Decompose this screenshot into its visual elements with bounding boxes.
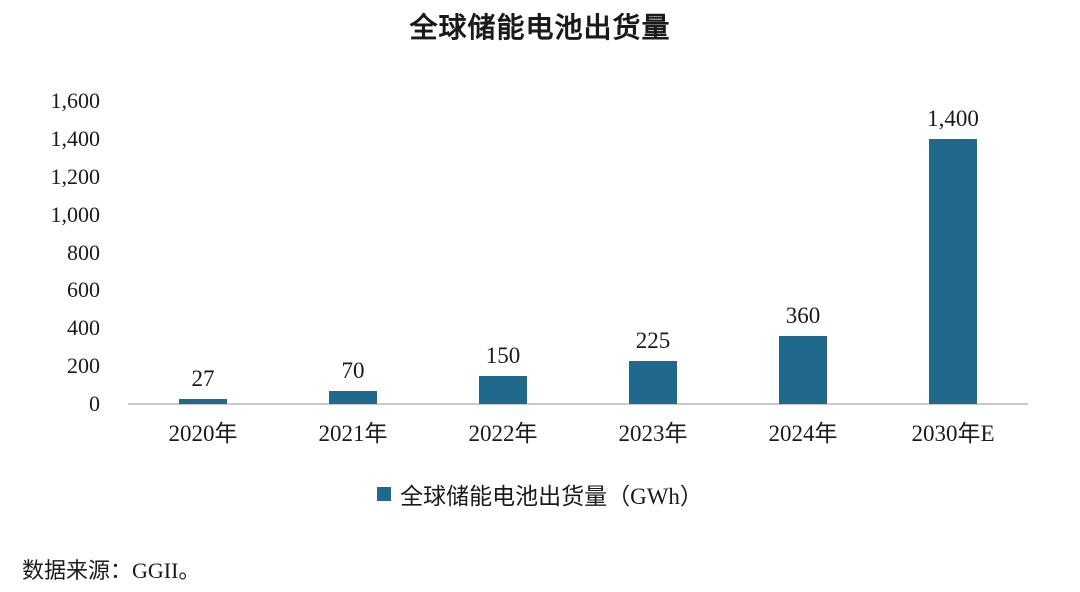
y-tick-label: 1,000 — [50, 201, 101, 227]
x-tick-label: 2023年 — [618, 421, 688, 446]
legend-label: 全球储能电池出货量（GWh） — [400, 484, 703, 509]
bar — [329, 390, 377, 404]
source-note: 数据来源：GGII。 — [22, 558, 201, 583]
bar — [929, 138, 977, 404]
bar-value-label: 360 — [785, 302, 821, 328]
y-tick-label: 200 — [67, 353, 100, 379]
bar-value-label: 150 — [485, 342, 521, 368]
x-tick-label: 2022年 — [468, 421, 538, 446]
y-tick-label: 800 — [67, 239, 100, 265]
legend: 全球储能电池出货量（GWh） — [0, 477, 1080, 511]
bar-value-label: 1,400 — [927, 105, 979, 131]
y-tick-label: 600 — [67, 277, 100, 303]
bar — [779, 335, 827, 404]
x-axis-line — [128, 403, 1028, 405]
bar-value-label: 27 — [191, 365, 215, 391]
y-tick-label: 1,200 — [50, 163, 101, 189]
y-tick-label: 0 — [89, 391, 100, 416]
y-tick-label: 1,600 — [50, 88, 101, 113]
x-tick-label: 2024年 — [768, 421, 838, 446]
bar-value-label: 225 — [635, 328, 671, 354]
bar-value-label: 70 — [341, 357, 365, 383]
y-tick-label: 400 — [67, 315, 100, 341]
bar — [479, 375, 527, 404]
bar — [629, 361, 677, 404]
legend-marker-icon — [377, 487, 392, 501]
plot-area: 0 200 400 600 800 1,000 1,200 1,400 1,600 27 2020年… — [51, 90, 1028, 445]
y-tick-label: 1,400 — [50, 125, 101, 151]
bar — [179, 398, 227, 404]
x-tick-label: 2020年 — [168, 421, 238, 446]
chart-title: 全球储能电池出货量 — [409, 13, 671, 44]
x-tick-label: 2030年E — [911, 421, 995, 446]
x-tick-label: 2021年 — [318, 421, 388, 446]
